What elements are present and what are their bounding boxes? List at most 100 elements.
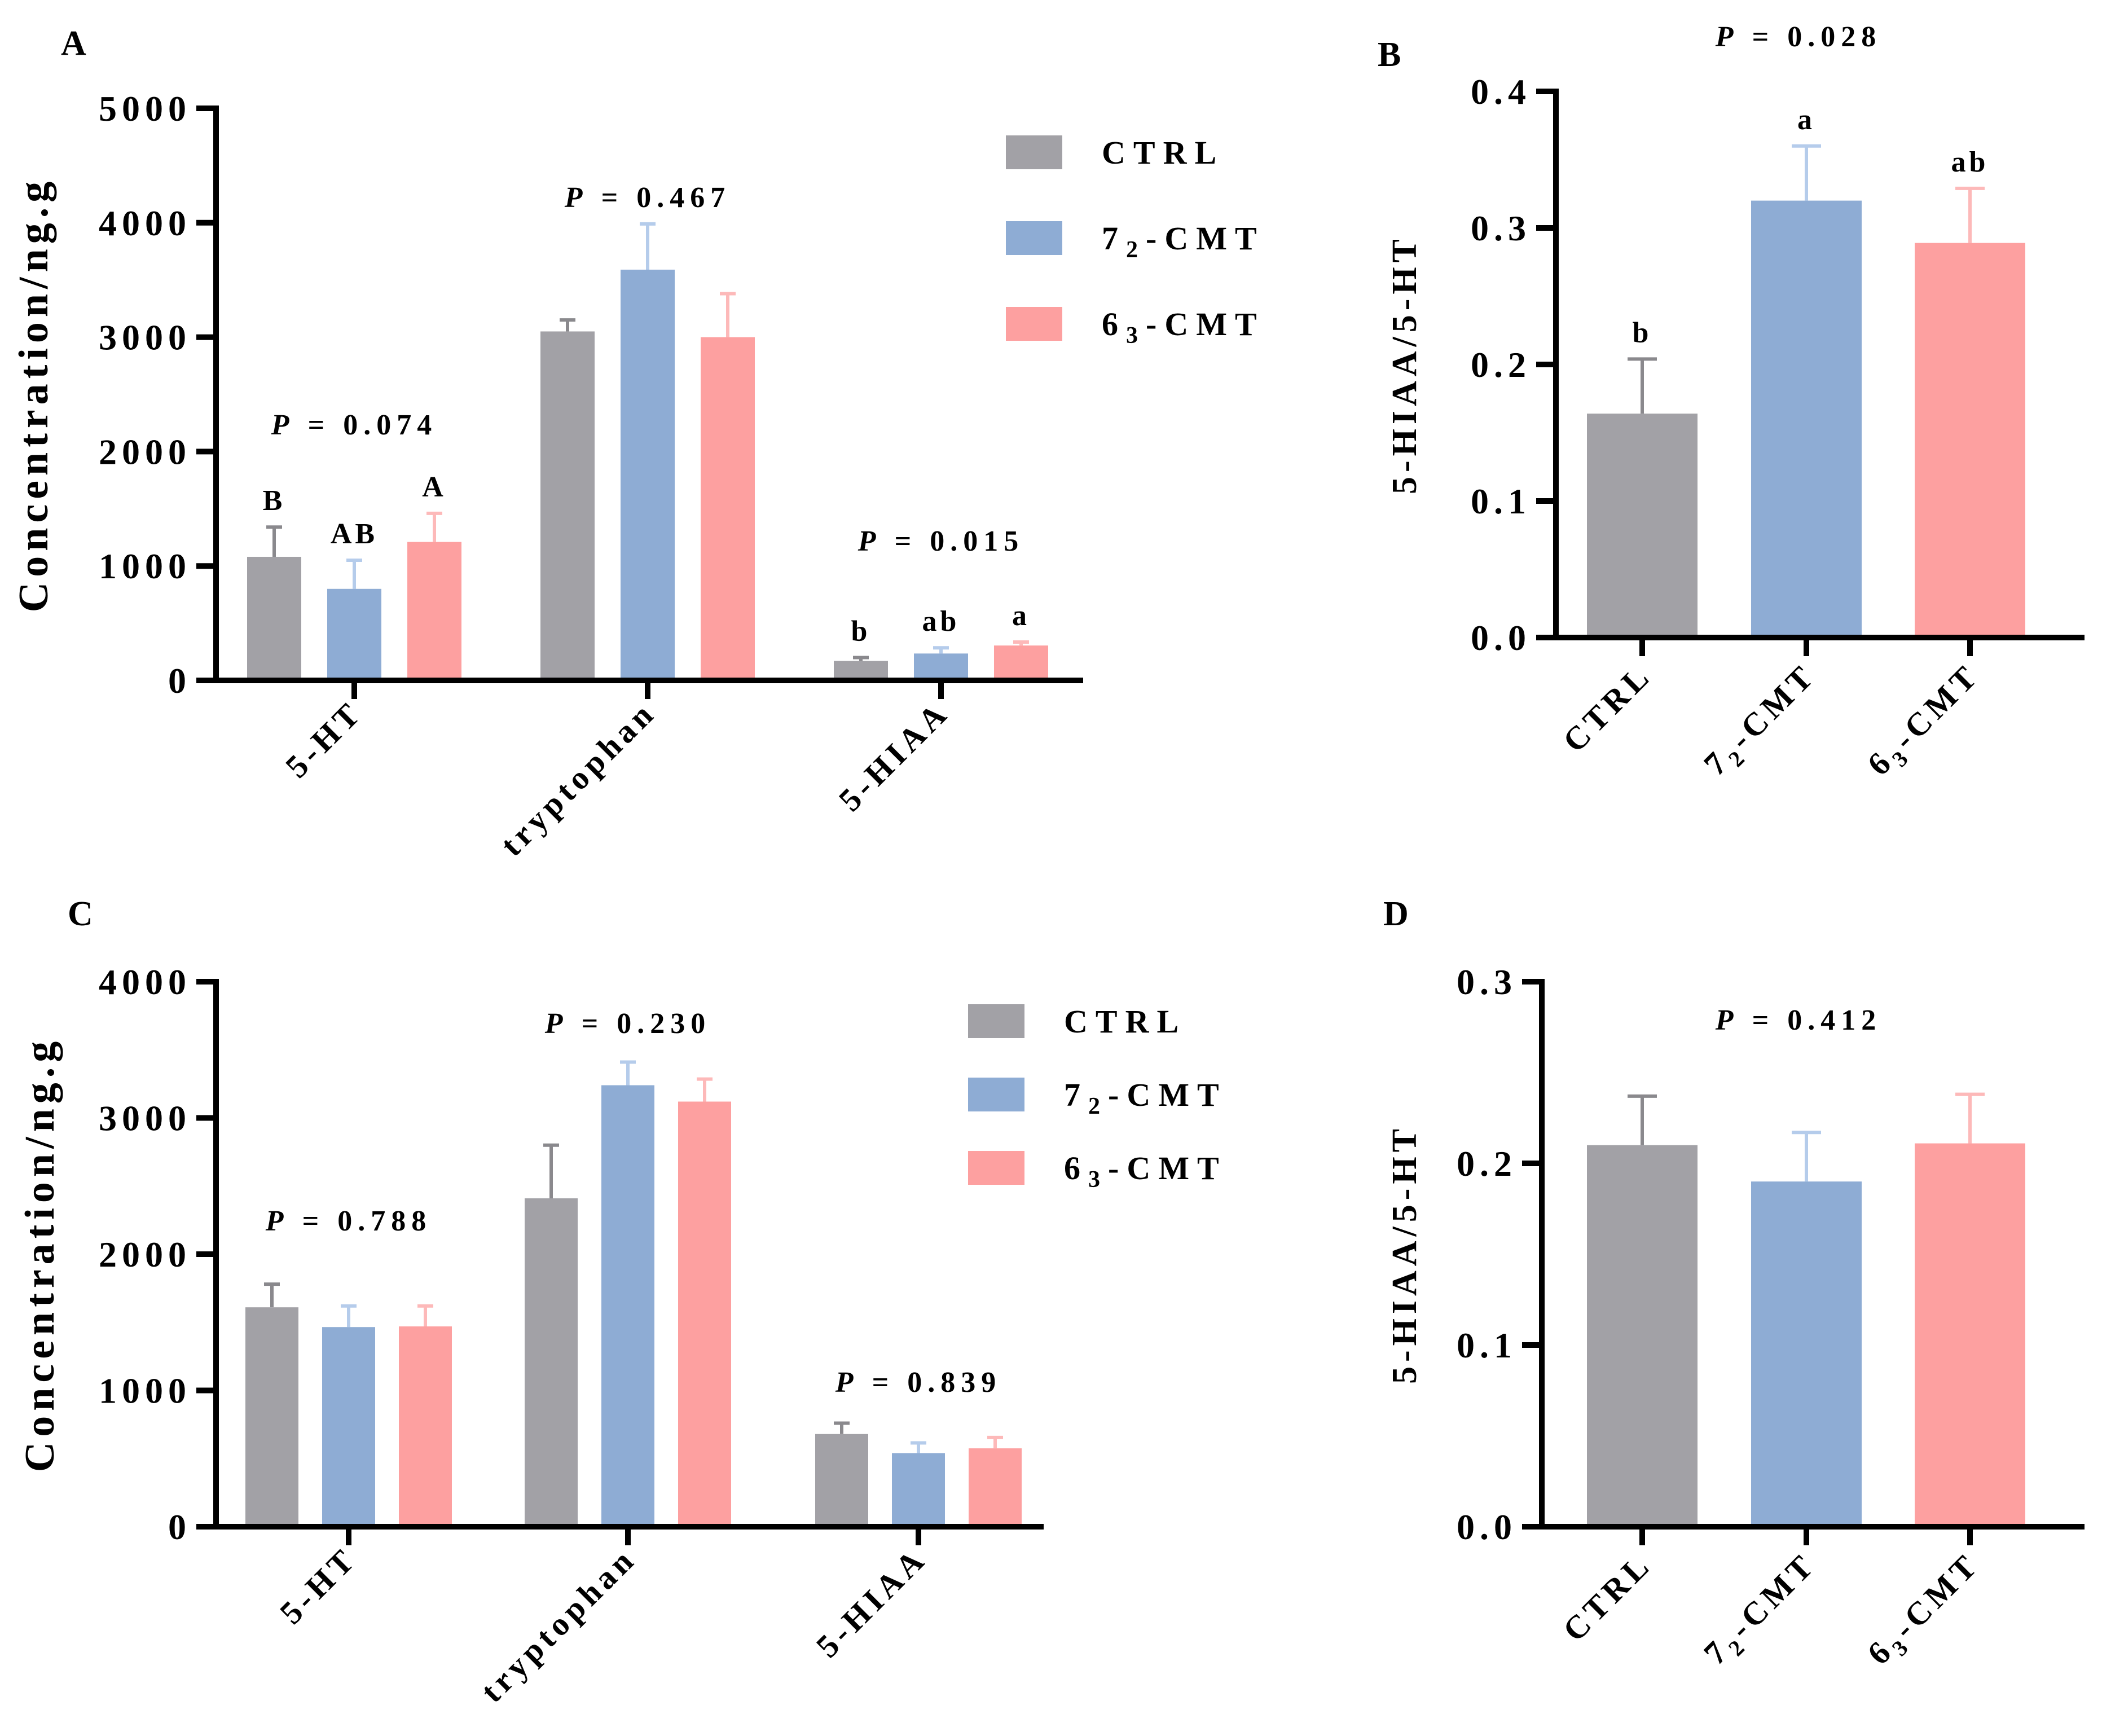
y-tick-label: 4000 <box>99 203 191 243</box>
legend-label: 63-CMT <box>1064 1150 1227 1193</box>
panel-label-d: D <box>1383 895 1409 933</box>
bar <box>1751 1181 1862 1524</box>
y-tick-label: 0.2 <box>1457 1144 1517 1184</box>
y-axis-title: 5-HIAA/5-HT <box>1386 235 1424 494</box>
bar <box>678 1101 731 1524</box>
bar <box>701 337 755 678</box>
y-tick-label: 0.4 <box>1471 72 1531 112</box>
panel-c: 0 1000 2000 3000 4000 Concentration/ng.g 5-HT t… <box>17 962 1227 1709</box>
x-tick-label: CTRL <box>1556 1545 1659 1649</box>
bar <box>1751 200 1862 635</box>
bar <box>247 556 301 678</box>
panel-label-b: B <box>1378 36 1401 74</box>
significance-letter: ab <box>1951 146 1989 178</box>
plots-layer: 0 1000 2000 3000 4000 5000 Concentration/ng.g 5… <box>11 21 2085 1709</box>
x-tick-label: tryptophan <box>493 693 663 863</box>
x-tick-label: 5-HIAA <box>809 1540 934 1664</box>
y-tick-label: 0 <box>168 661 191 701</box>
panel-b: 0.0 0.1 0.2 0.3 0.4 5-HIAA/5-HT CTRL b 72-CMT a 63… <box>1386 72 2085 786</box>
p-value-title: P = 0.028 <box>1715 21 1881 53</box>
legend-label: CTRL <box>1102 134 1224 171</box>
y-tick-label: 1000 <box>99 546 191 586</box>
bar <box>969 1448 1022 1524</box>
p-value-label: P = 0.074 <box>271 409 437 441</box>
significance-letter: b <box>1633 317 1652 349</box>
y-axis-title: Concentration/ng.g <box>17 1036 63 1473</box>
bar <box>399 1326 452 1524</box>
x-tick-label: tryptophan <box>473 1540 643 1709</box>
bar <box>1915 1143 2025 1524</box>
x-tick-label: CTRL <box>1556 656 1659 759</box>
significance-letter: a <box>1012 600 1030 632</box>
x-tick-label: 63-CMT <box>1860 656 1990 786</box>
bar <box>1587 414 1698 635</box>
bar <box>322 1327 375 1524</box>
x-tick-label: 72-CMT <box>1696 656 1827 786</box>
bar <box>525 1198 578 1524</box>
p-value-label: P = 0.839 <box>835 1366 1001 1399</box>
y-axis-title: 5-HIAA/5-HT <box>1386 1124 1424 1384</box>
y-tick-label: 4000 <box>99 962 191 1002</box>
panel-d: 0.0 0.1 0.2 0.3 5-HIAA/5-HT CTRL 72-CMT 63-CMT <box>1386 962 2085 1676</box>
bar <box>994 645 1048 678</box>
significance-letter: ab <box>922 605 960 638</box>
p-value-label: P = 0.230 <box>544 1008 711 1040</box>
legend-label: 72-CMT <box>1102 220 1265 263</box>
significance-letter: B <box>263 485 286 517</box>
y-tick-label: 3000 <box>99 318 191 358</box>
legend-label: 72-CMT <box>1064 1076 1227 1119</box>
significance-letter: b <box>851 615 871 647</box>
x-tick-label: 5-HT <box>278 693 370 785</box>
y-tick-label: 1000 <box>99 1371 191 1411</box>
y-tick-label: 5000 <box>99 89 191 129</box>
x-tick-label: 5-HT <box>272 1540 364 1631</box>
y-tick-label: 0.3 <box>1457 962 1517 1002</box>
bar <box>1915 243 2025 635</box>
panel-label-a: A <box>61 24 86 63</box>
p-value-label: P = 0.788 <box>265 1205 432 1237</box>
bar <box>540 331 595 678</box>
legend-swatch <box>1006 307 1062 341</box>
legend-swatch <box>1006 135 1062 169</box>
y-tick-label: 0.0 <box>1457 1507 1517 1547</box>
legend-swatch <box>968 1151 1024 1185</box>
y-axis-title: Concentration/ng.g <box>11 177 57 613</box>
legend-label: CTRL <box>1064 1003 1186 1040</box>
x-tick-label: 5-HIAA <box>832 693 956 818</box>
legend-swatch <box>968 1004 1024 1038</box>
legend-label: 63-CMT <box>1102 306 1265 349</box>
y-tick-label: 0.3 <box>1471 208 1531 248</box>
significance-letter: AB <box>331 518 378 550</box>
p-value-label: P = 0.015 <box>857 525 1024 557</box>
x-tick-label: 72-CMT <box>1696 1545 1827 1676</box>
bar <box>914 653 968 678</box>
bar <box>815 1434 868 1524</box>
bar <box>892 1453 945 1524</box>
bar <box>621 269 675 678</box>
bar <box>407 542 461 678</box>
p-value-label: P = 0.467 <box>564 182 731 214</box>
bar <box>834 661 888 678</box>
y-tick-label: 0 <box>168 1507 191 1547</box>
significance-letter: a <box>1797 104 1815 136</box>
legend-swatch <box>1006 221 1062 255</box>
y-tick-label: 0.0 <box>1471 618 1531 658</box>
y-tick-label: 0.1 <box>1471 481 1531 521</box>
bar <box>601 1085 654 1524</box>
bar <box>327 588 381 678</box>
y-tick-label: 0.2 <box>1471 345 1531 385</box>
y-tick-label: 0.1 <box>1457 1325 1517 1365</box>
legend-swatch <box>968 1078 1024 1111</box>
bar <box>1587 1145 1698 1524</box>
x-tick-label: 63-CMT <box>1860 1545 1990 1676</box>
legend: CTRL 72-CMT 63-CMT <box>1006 134 1265 349</box>
y-tick-label: 2000 <box>99 432 191 472</box>
p-value-title: P = 0.412 <box>1715 1004 1881 1036</box>
y-tick-label: 3000 <box>99 1098 191 1139</box>
bar <box>245 1307 298 1524</box>
y-tick-label: 2000 <box>99 1234 191 1274</box>
legend: CTRL 72-CMT 63-CMT <box>968 1003 1227 1193</box>
significance-letter: A <box>422 471 447 503</box>
panel-label-c: C <box>68 895 93 933</box>
